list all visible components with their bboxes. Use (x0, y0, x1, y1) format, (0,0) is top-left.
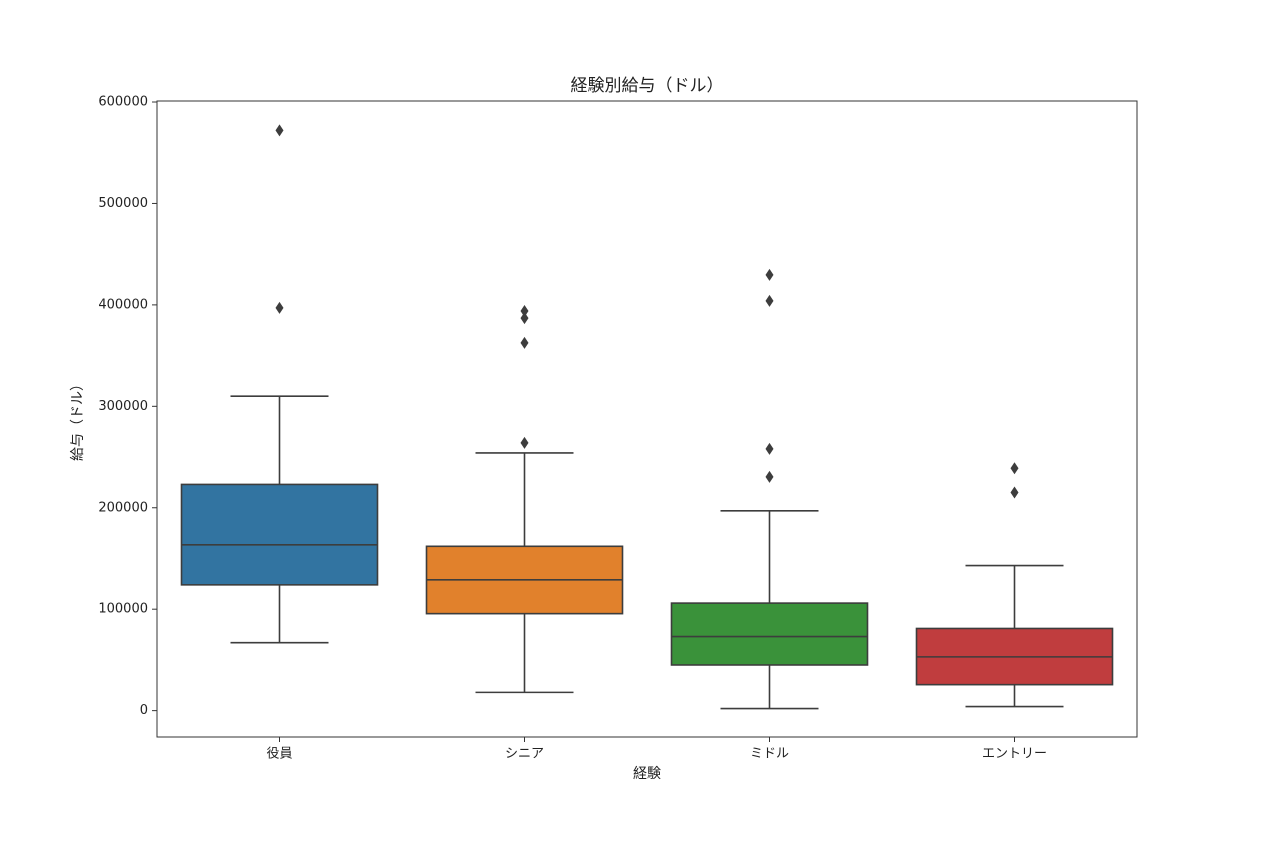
chart-title: 経験別給与（ドル） (571, 76, 724, 96)
y-tick-label: 300000 (98, 399, 148, 414)
x-tick-label: ミドル (750, 747, 789, 762)
y-tick-label: 500000 (98, 196, 148, 211)
box (670, 602, 869, 666)
y-tick-label: 0 (140, 703, 148, 718)
y-tick-label: 100000 (98, 602, 148, 617)
outlier (1010, 486, 1019, 499)
outlier (275, 124, 284, 137)
x-axis-label: 経験 (633, 766, 661, 782)
outlier (765, 470, 774, 483)
y-axis-label: 給与（ドル） (70, 377, 86, 461)
x-tick-label: シニア (505, 747, 544, 762)
outlier (765, 442, 774, 455)
outlier (1010, 462, 1019, 475)
outlier (520, 304, 529, 317)
y-tick-label: 600000 (98, 95, 148, 110)
plot-frame (156, 100, 1138, 738)
outlier (520, 436, 529, 449)
x-tick-label: エントリー (982, 747, 1047, 762)
outlier (765, 294, 774, 307)
outlier (275, 301, 284, 314)
outlier (765, 268, 774, 281)
y-tick-label: 400000 (98, 297, 148, 312)
box (180, 483, 379, 586)
outlier (520, 336, 529, 349)
outlier (520, 312, 529, 325)
y-tick-label: 200000 (98, 500, 148, 515)
x-tick-label: 役員 (266, 747, 292, 762)
